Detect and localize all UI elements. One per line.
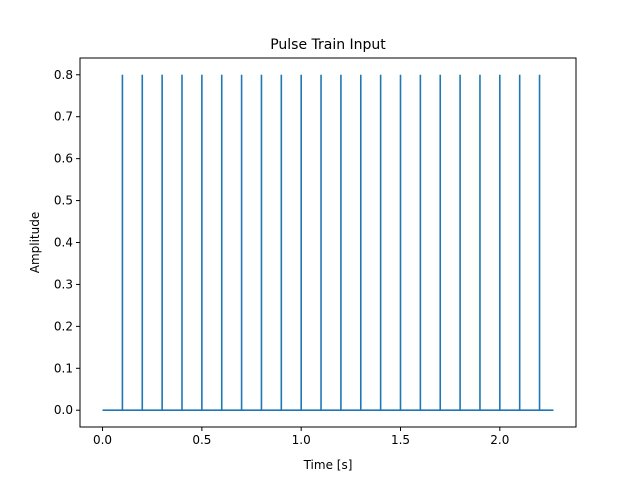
y-tick-label: 0.6 [54, 152, 73, 166]
x-tick-label: 0.5 [192, 433, 211, 447]
x-tick-label: 1.0 [292, 433, 311, 447]
y-tick-label: 0.4 [54, 236, 73, 250]
y-tick-label: 0.1 [54, 361, 73, 375]
chart-title: Pulse Train Input [270, 37, 386, 53]
y-tick-label: 0.2 [54, 319, 73, 333]
x-tick-label: 0.0 [93, 433, 112, 447]
x-tick-label: 1.5 [391, 433, 410, 447]
y-tick-label: 0.0 [54, 403, 73, 417]
ticks: 0.0 0.5 1.0 1.5 2.0 0.0 0.1 0.2 0.3 0.4 0.5 0.6 0.7 0… [54, 68, 509, 447]
y-tick-label: 0.7 [54, 110, 73, 124]
x-axis-label: Time [s] [303, 458, 353, 472]
y-tick-label: 0.3 [54, 277, 73, 291]
y-axis-label: Amplitude [28, 212, 42, 274]
axes-frame [79, 57, 577, 428]
y-tick-label: 0.8 [54, 68, 73, 82]
x-tick-label: 2.0 [490, 433, 509, 447]
plot-area [102, 74, 554, 412]
axes [79, 57, 577, 428]
y-tick-label: 0.5 [54, 194, 73, 208]
